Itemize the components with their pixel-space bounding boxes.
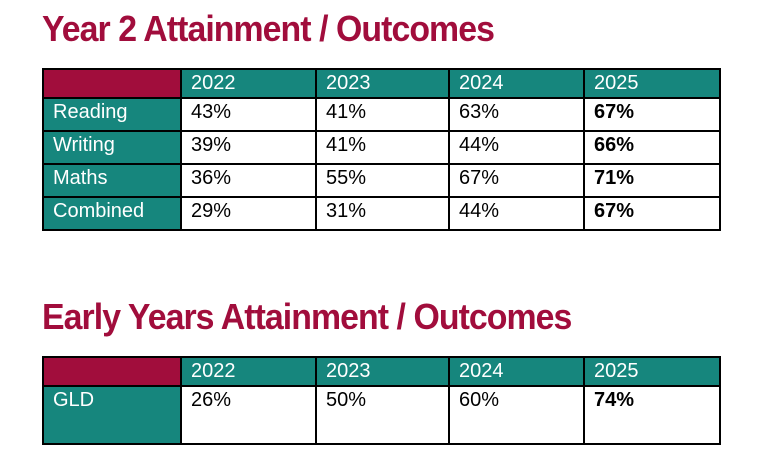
year2-title: Year 2 Attainment / Outcomes [42, 8, 495, 49]
maths-2022-value: 36% [180, 163, 317, 198]
table-row-combined: Combined 29% 31% 44% 67% [42, 196, 721, 231]
writing-2023-value: 41% [315, 130, 450, 165]
year2-header-row: 2022 2023 2024 2025 [42, 68, 721, 99]
reading-2022-value: 43% [180, 97, 317, 132]
combined-2024-value: 44% [448, 196, 585, 231]
row-label-gld: GLD [42, 385, 182, 445]
combined-2023-value: 31% [315, 196, 450, 231]
early-header-2022: 2022 [180, 356, 317, 387]
early-header-2023: 2023 [315, 356, 450, 387]
writing-2022-value: 39% [180, 130, 317, 165]
maths-2024-value: 67% [448, 163, 585, 198]
year2-header-2025: 2025 [583, 68, 721, 99]
table-row-gld: GLD 26% 50% 60% 74% [42, 385, 721, 445]
year2-header-2022: 2022 [180, 68, 317, 99]
row-label-combined: Combined [42, 196, 182, 231]
gld-2024-value: 60% [448, 385, 585, 445]
year2-corner-cell [42, 68, 182, 99]
table-row-reading: Reading 43% 41% 63% 67% [42, 97, 721, 132]
reading-2023-value: 41% [315, 97, 450, 132]
early-years-header-row: 2022 2023 2024 2025 [42, 356, 721, 387]
table-row-writing: Writing 39% 41% 44% 66% [42, 130, 721, 165]
gld-2022-value: 26% [180, 385, 317, 445]
maths-2025-value: 71% [583, 163, 721, 198]
writing-2024-value: 44% [448, 130, 585, 165]
year2-table: 2022 2023 2024 2025 Reading 43% 41% 63% … [42, 68, 721, 231]
table-row-maths: Maths 36% 55% 67% 71% [42, 163, 721, 198]
early-years-table: 2022 2023 2024 2025 GLD 26% 50% 60% 74% [42, 356, 721, 445]
row-label-maths: Maths [42, 163, 182, 198]
writing-2025-value: 66% [583, 130, 721, 165]
row-label-writing: Writing [42, 130, 182, 165]
early-header-2025: 2025 [583, 356, 721, 387]
reading-2024-value: 63% [448, 97, 585, 132]
early-years-title: Early Years Attainment / Outcomes [42, 296, 572, 337]
reading-2025-value: 67% [583, 97, 721, 132]
row-label-reading: Reading [42, 97, 182, 132]
year2-header-2023: 2023 [315, 68, 450, 99]
gld-2025-value: 74% [583, 385, 721, 445]
early-years-corner-cell [42, 356, 182, 387]
maths-2023-value: 55% [315, 163, 450, 198]
gld-2023-value: 50% [315, 385, 450, 445]
combined-2025-value: 67% [583, 196, 721, 231]
year2-header-2024: 2024 [448, 68, 585, 99]
combined-2022-value: 29% [180, 196, 317, 231]
early-header-2024: 2024 [448, 356, 585, 387]
